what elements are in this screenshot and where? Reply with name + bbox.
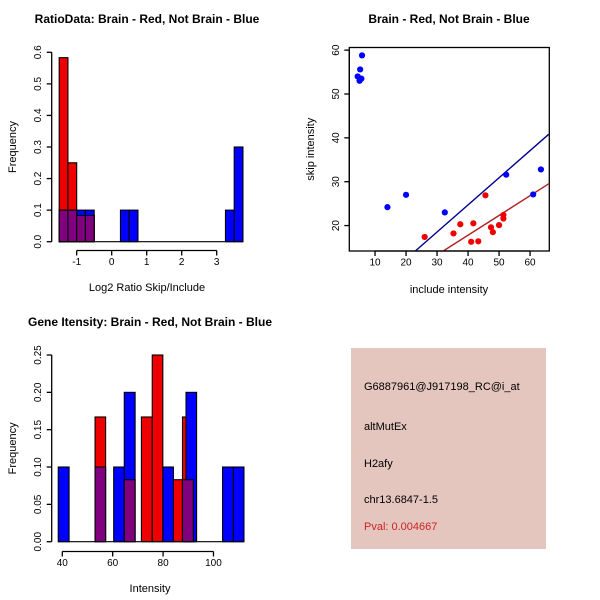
y-tick-label: 0.4: [33, 108, 44, 122]
scatter-point-blue: [537, 166, 545, 173]
panel-gene-info: G6887961@J917198_RC@i_at altMutEx H2afy …: [300, 300, 600, 600]
hist-bar-blue: [233, 146, 244, 243]
gene-intensity-histogram-chart: 40 60 80 100 0.00 0.05 0.10 0.15 0.20 0.25 Gene It…: [7, 315, 272, 595]
hist-bar-purple: [84, 214, 95, 243]
probe-id-text: G6887961@J917198_RC@i_at: [364, 381, 520, 393]
event-type-text: altMutEx: [364, 421, 407, 433]
fit-line-not-brain-fit: [414, 133, 550, 252]
scatter-point-blue: [384, 204, 391, 211]
x-tick-label: 3: [214, 257, 220, 268]
x-axis-label: Intensity: [130, 583, 171, 595]
panel-ratio-histogram: -1 0 1 2 3 0.0 0.1 0.2 0.3 0.4 0.5 0.6 RatioData: Br…: [0, 0, 300, 300]
hist-bar-blue: [221, 466, 234, 543]
y-tick-label: 0.6: [33, 45, 44, 59]
x-tick-label: 40: [57, 558, 69, 569]
scatter-point-blue: [358, 52, 366, 59]
scatter-point-red: [468, 238, 475, 245]
y-tick-label: 30: [331, 176, 342, 188]
scatter-point-red: [482, 192, 489, 199]
hist-bar-blue: [162, 466, 174, 543]
x-tick-label: 50: [494, 258, 506, 269]
locus-text: chr13.6847-1.5: [364, 494, 438, 506]
gene-name-text: H2afy: [364, 458, 393, 470]
y-tick-label: 20: [331, 220, 342, 232]
y-tick-label: 0.5: [33, 76, 44, 90]
x-tick-label: 80: [158, 558, 170, 569]
y-axis-label: Frequency: [7, 422, 19, 474]
y-tick-label: 0.05: [33, 494, 44, 514]
x-axis-label: include intensity: [410, 284, 489, 296]
x-tick-label: 40: [462, 258, 474, 269]
y-tick-label: 0.25: [33, 345, 44, 365]
y-axis-label: skip intensity: [305, 117, 317, 180]
scatter-point-blue: [441, 209, 448, 216]
scatter-point-red: [495, 222, 503, 229]
scatter-point-blue: [530, 191, 537, 198]
x-tick-label: 2: [179, 257, 185, 268]
panel-gene-intensity-histogram: 40 60 80 100 0.00 0.05 0.10 0.15 0.20 0.25 Gene It…: [0, 300, 300, 600]
x-tick-label: 30: [431, 258, 443, 269]
gene-info-box: G6887961@J917198_RC@i_at altMutEx H2afy …: [351, 348, 546, 549]
x-tick-label: 1: [144, 257, 150, 268]
hist-bar-blue: [128, 209, 139, 243]
y-tick-label: 0.2: [33, 171, 44, 185]
hist-bar-purple: [58, 209, 69, 243]
scatter-point-red: [487, 224, 495, 231]
y-tick-label: 0.10: [33, 457, 44, 477]
y-tick-label: 50: [331, 88, 342, 100]
hist-bar-blue: [224, 209, 235, 243]
x-tick-label: 100: [205, 558, 222, 569]
hist-bar-purple: [94, 466, 107, 543]
scatter-point-blue: [402, 191, 410, 198]
scatter-point-blue: [503, 171, 510, 178]
hist-bar-blue: [232, 466, 245, 543]
y-tick-label: 40: [331, 132, 342, 144]
x-tick-label: 60: [525, 258, 537, 269]
y-tick-label: 0.20: [33, 382, 44, 402]
hist-bar-red: [140, 416, 153, 543]
hist-bar-purple: [181, 479, 194, 543]
x-tick-label: 10: [369, 258, 381, 269]
y-tick-label: 0.15: [33, 420, 44, 440]
scatter-point-red: [470, 220, 477, 227]
hist-bar-blue: [119, 209, 130, 243]
pval-text: Pval: 0.004667: [364, 521, 438, 533]
hist-bar-purple: [123, 479, 136, 543]
y-tick-label: 0.1: [33, 203, 44, 217]
x-tick-label: 0: [109, 257, 115, 268]
hist-bar-blue: [57, 466, 70, 543]
chart-title: Brain - Red, Not Brain - Blue: [368, 12, 530, 26]
chart-title: Gene Itensity: Brain - Red, Not Brain - …: [28, 315, 272, 329]
scatter-point-blue: [356, 77, 363, 84]
ratio-histogram-chart: -1 0 1 2 3 0.0 0.1 0.2 0.3 0.4 0.5 0.6 RatioData: Br…: [7, 12, 260, 294]
hist-bar-blue: [113, 466, 125, 543]
y-tick-label: 0.3: [33, 140, 44, 154]
scatter-point-red: [421, 233, 428, 241]
scatter-point-red: [489, 229, 496, 236]
y-tick-label: 0.0: [33, 234, 44, 248]
hist-bar-red: [151, 354, 164, 543]
scatter-point-red: [500, 211, 507, 219]
x-axis-label: Log2 Ratio Skip/Include: [89, 282, 205, 294]
scatter-point-red: [475, 238, 482, 245]
x-tick-label: 20: [400, 258, 412, 269]
y-axis-label: Frequency: [7, 121, 19, 173]
hist-bar-purple: [67, 209, 78, 243]
x-tick-label: 60: [107, 558, 119, 569]
y-tick-label: 60: [331, 44, 342, 56]
x-tick-label: -1: [72, 257, 81, 268]
scatter-point-red: [450, 230, 457, 237]
scatter-point-red: [457, 221, 464, 228]
y-tick-label: 0.00: [33, 532, 44, 552]
chart-title: RatioData: Brain - Red, Not Brain - Blue: [35, 12, 260, 26]
skip-include-scatter-chart: 10 20 30 40 50 60 20 30 40 50 60 Brain - Red, Not B…: [305, 12, 550, 296]
hist-bar-purple: [76, 214, 86, 243]
scatter-point-blue: [357, 66, 364, 73]
panel-intensity-scatter: 10 20 30 40 50 60 20 30 40 50 60 Brain - Red, Not B…: [300, 0, 600, 300]
